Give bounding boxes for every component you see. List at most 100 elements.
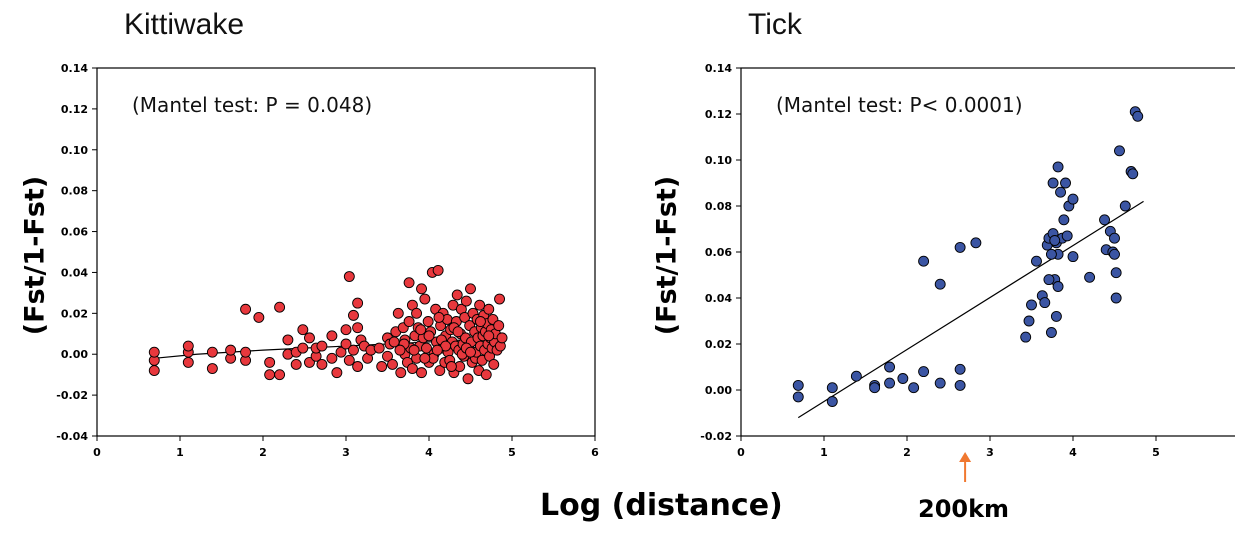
kittiwake-data-point	[290, 358, 302, 370]
kittiwake-y-tick-label: -0.04	[56, 430, 88, 443]
kittiwake-data-point	[475, 316, 486, 327]
kittiwake-data-point	[496, 332, 508, 344]
kittiwake-data-point	[304, 356, 315, 368]
tick-data-point	[826, 382, 838, 394]
kittiwake-data-point	[253, 311, 265, 323]
tick-data-point	[1052, 161, 1064, 173]
kittiwake-title: Kittiwake	[124, 8, 245, 41]
kittiwake-data-point	[392, 307, 404, 319]
kittiwake-data-point	[376, 361, 388, 372]
kittiwake-data-point	[395, 367, 407, 379]
kittiwake-data-point	[493, 320, 505, 332]
tick-data-point	[1031, 255, 1042, 267]
kittiwake-data-point	[423, 330, 435, 342]
tick-data-point	[1110, 292, 1122, 304]
kittiwake-data-point	[432, 264, 444, 276]
kittiwake-y-tick-label: 0.10	[61, 144, 88, 157]
kittiwake-data-point	[326, 352, 338, 364]
kittiwake-data-point	[465, 346, 476, 358]
kittiwake-data-point	[403, 277, 415, 289]
kittiwake-data-point	[316, 358, 328, 370]
kittiwake-data-point	[304, 332, 315, 344]
kittiwake-y-tick-label: 0.14	[61, 62, 88, 75]
kittiwake-data-point	[274, 301, 286, 313]
kittiwake-y-tick-label: -0.02	[56, 389, 88, 402]
tick-data-point	[954, 379, 966, 391]
kittiwake-x-tick-label: 2	[259, 446, 267, 459]
kittiwake-x-tick-label: 4	[425, 446, 433, 459]
kittiwake-y-tick-label: 0.00	[61, 348, 88, 361]
tick-title: Tick	[748, 8, 802, 41]
kittiwake-data-point	[352, 361, 364, 372]
tick-data-point	[1049, 235, 1061, 246]
tick-data-point	[1067, 193, 1079, 205]
kittiwake-data-point	[460, 295, 472, 307]
tick-data-point	[908, 382, 920, 394]
tick-data-point	[884, 377, 896, 389]
tick-x-tick-label: 5	[1152, 446, 1160, 459]
kittiwake-data-point	[452, 326, 464, 338]
tick-data-point	[1045, 327, 1057, 338]
tick-y-tick-label: 0.12	[705, 108, 732, 121]
tick-data-point	[1099, 214, 1110, 226]
tick-x-tick-label: 3	[986, 446, 994, 459]
tick-y-tick-label: 0.10	[705, 154, 732, 167]
kittiwake-mantel-annotation: (Mantel test: P = 0.048)	[132, 93, 372, 117]
tick-data-point	[1043, 274, 1055, 286]
tick-data-point	[970, 237, 982, 249]
tick-y-tick-label: 0.14	[705, 62, 732, 75]
kittiwake-data-point	[225, 344, 237, 356]
kittiwake-data-point	[240, 303, 252, 315]
kittiwake-data-point	[434, 365, 446, 377]
kittiwake-data-point	[451, 289, 463, 301]
kittiwake-data-point	[406, 363, 418, 374]
kittiwake-data-point	[382, 350, 393, 362]
kittiwake-data-point	[352, 322, 364, 334]
tick-y-tick-label: 0.08	[705, 200, 732, 213]
kittiwake-data-point	[431, 344, 443, 356]
kittiwake-data-point	[421, 342, 432, 354]
tick-y-tick-label: 0.02	[705, 338, 732, 351]
kittiwake-data-point	[373, 342, 385, 354]
tick-data-point	[1114, 145, 1125, 157]
tick-x-tick-label: 1	[820, 446, 828, 459]
tick-data-point	[954, 363, 966, 375]
tick-data-point	[1110, 267, 1122, 279]
kittiwake-data-point	[416, 283, 427, 295]
kittiwake-data-point	[206, 363, 218, 374]
kittiwake-data-point	[352, 297, 364, 309]
kittiwake-data-point	[394, 344, 406, 356]
tick-data-point	[1052, 281, 1064, 292]
tick-y-tick-label: 0.06	[705, 246, 732, 259]
kittiwake-data-point	[148, 346, 160, 358]
tick-data-point	[1119, 200, 1131, 212]
tick-y-tick-label: 0.00	[705, 384, 732, 397]
tick-data-point	[1023, 315, 1035, 327]
kittiwake-x-tick-label: 1	[176, 446, 184, 459]
tick-data-point	[918, 255, 930, 267]
kittiwake-data-point	[206, 346, 218, 358]
kittiwake-x-tick-label: 0	[93, 446, 101, 459]
kittiwake-data-point	[348, 309, 359, 321]
kittiwake-data-point	[297, 342, 309, 354]
kittiwake-data-point	[462, 373, 474, 385]
kittiwake-data-point	[408, 344, 420, 356]
kittiwake-x-tick-label: 5	[508, 446, 516, 459]
tick-data-point	[826, 396, 838, 407]
kittiwake-data-point	[343, 354, 355, 366]
kittiwake-data-point	[483, 303, 495, 315]
tick-data-point	[792, 379, 804, 391]
kittiwake-data-point	[411, 307, 422, 319]
tick-data-point	[850, 370, 862, 382]
kittiwake-data-point	[419, 293, 431, 305]
kittiwake-data-point	[297, 324, 309, 336]
kittiwake-data-point	[274, 369, 286, 381]
kittiwake-data-point	[182, 356, 194, 368]
kittiwake-data-point	[348, 344, 359, 356]
kittiwake-data-point	[433, 311, 445, 323]
kittiwake-plot-frame	[96, 67, 596, 437]
tick-data-point	[934, 377, 946, 389]
kittiwake-data-point	[340, 338, 352, 350]
tick-data-point	[1060, 177, 1071, 189]
tick-data-point	[1045, 248, 1057, 260]
